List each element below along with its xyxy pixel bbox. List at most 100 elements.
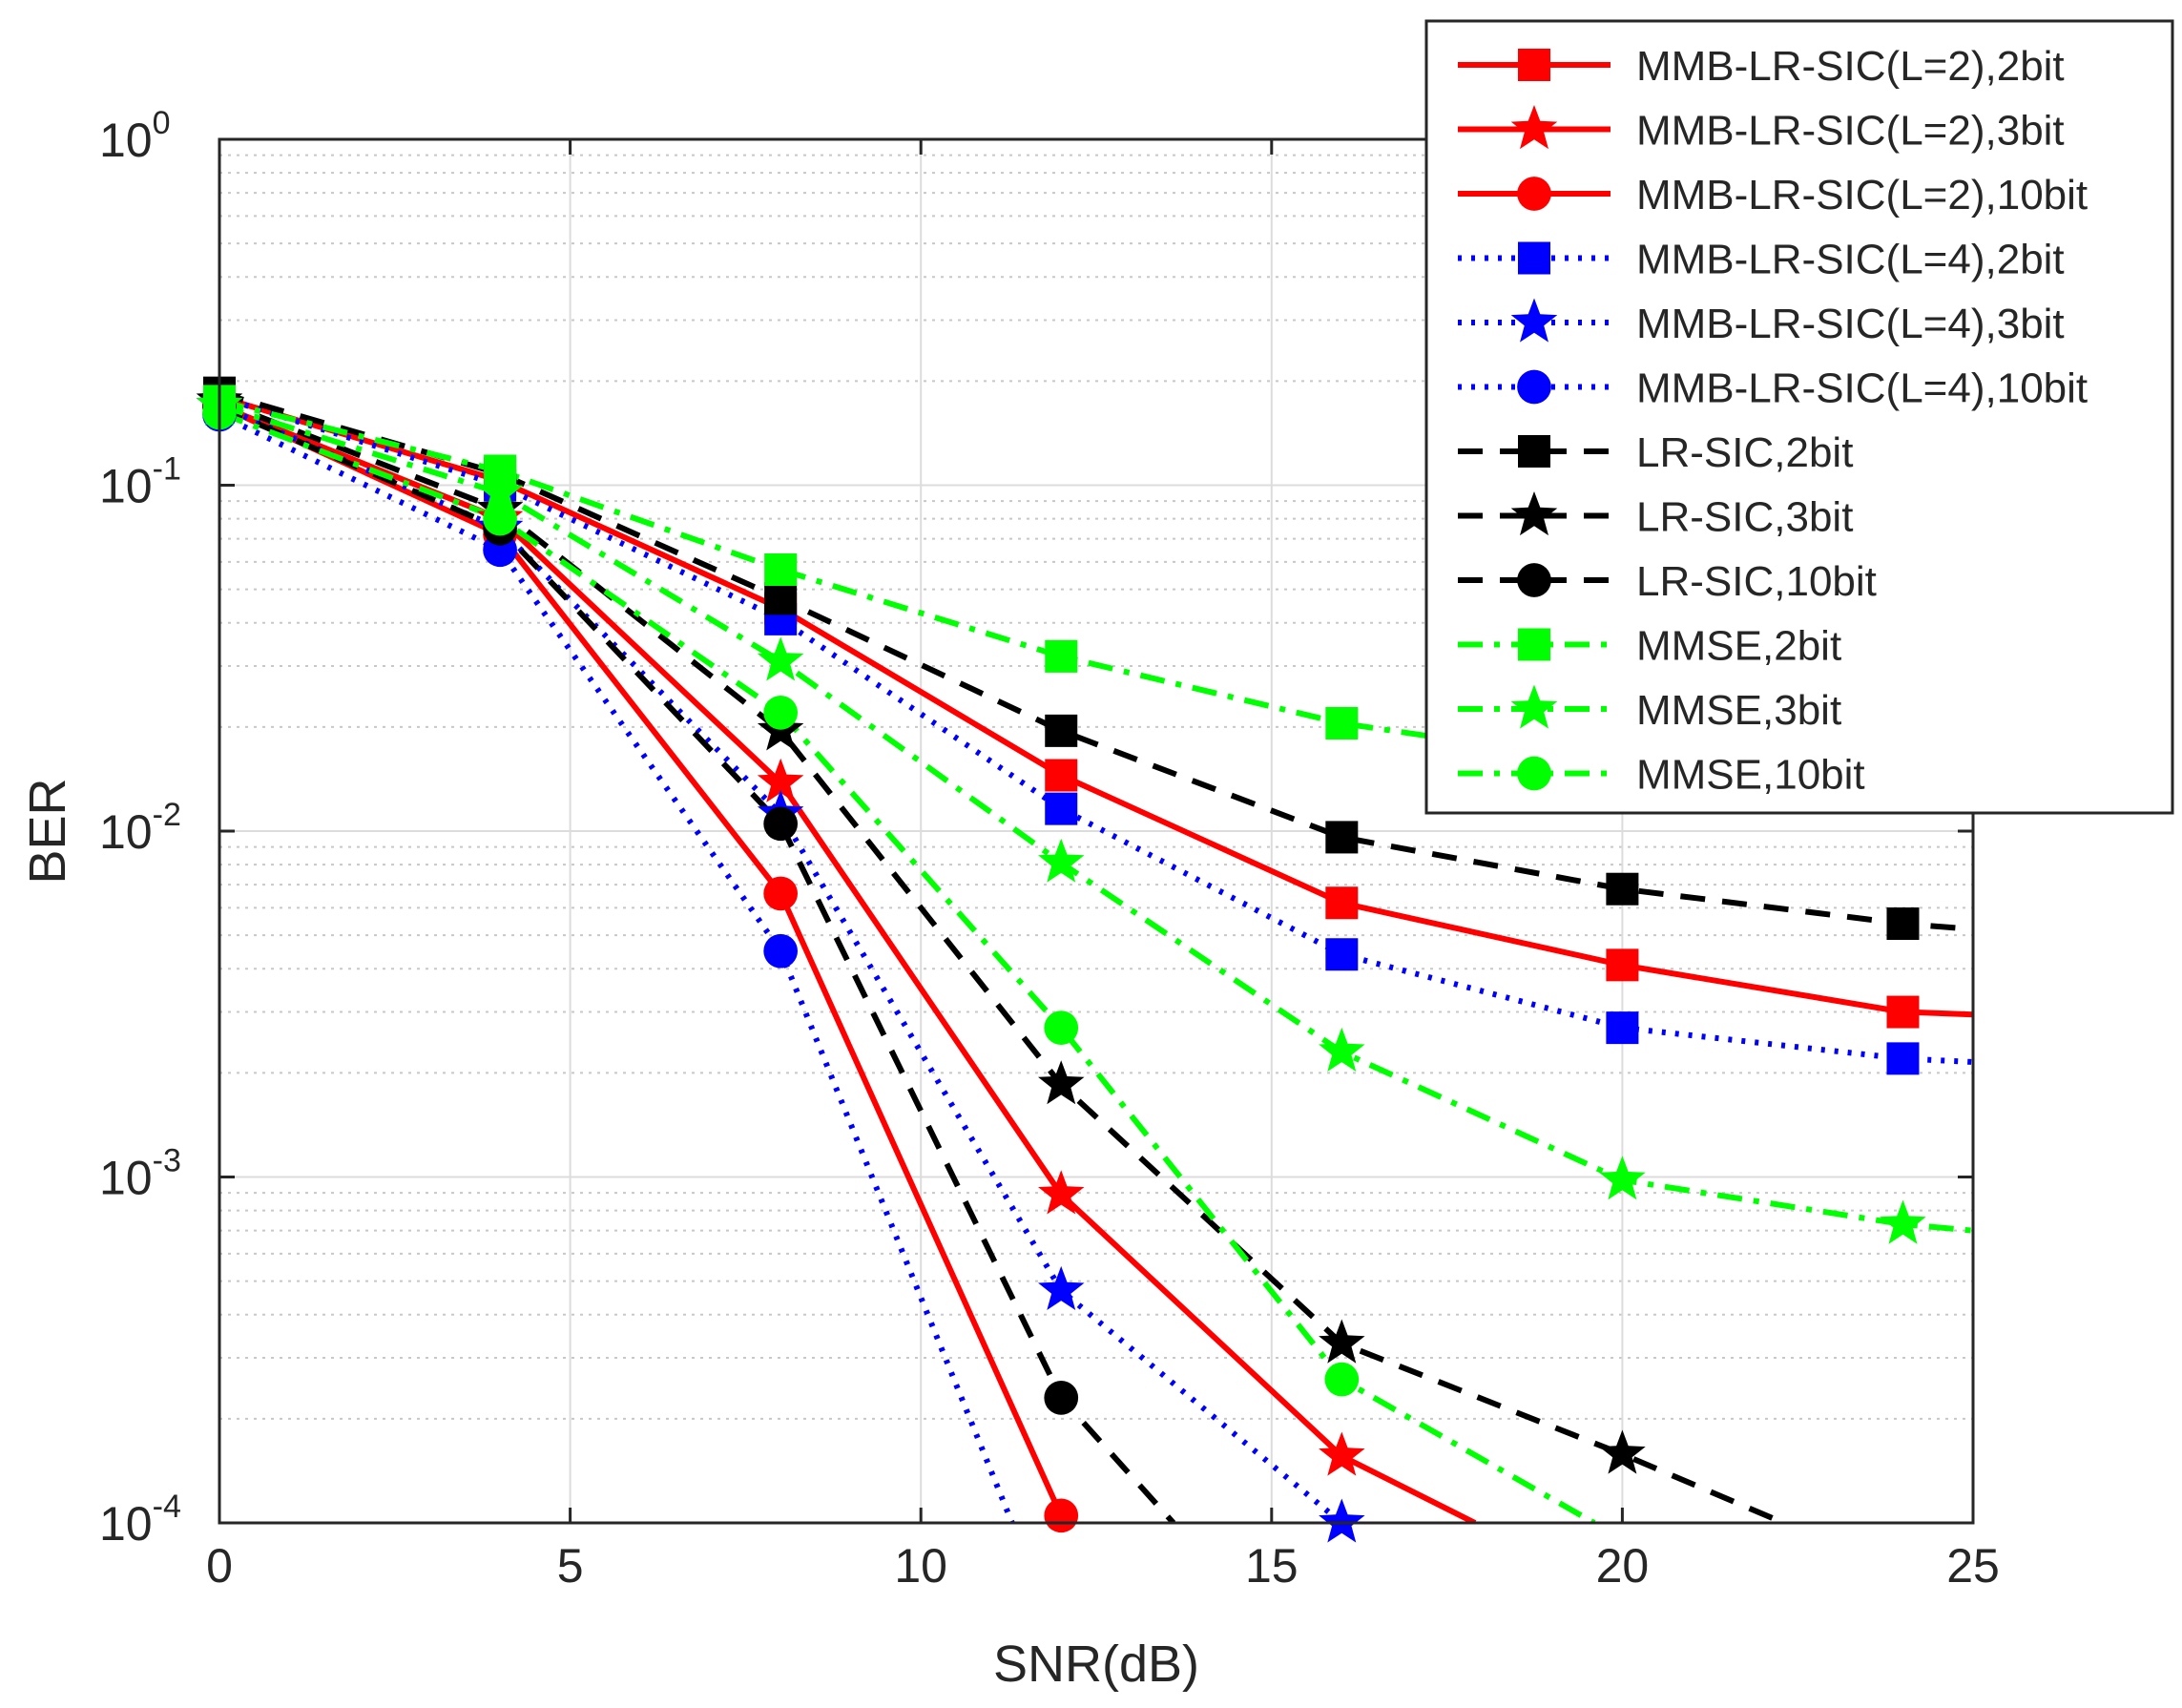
legend-marker <box>1510 298 1558 343</box>
legend-marker <box>1518 435 1550 468</box>
y-tick-base: 10 <box>99 1497 153 1551</box>
legend-label: MMSE,10bit <box>1636 752 1865 799</box>
y-axis-title: BER <box>19 778 76 884</box>
data-point-marker <box>1045 714 1078 747</box>
data-point-marker <box>763 933 799 969</box>
data-point-marker <box>1045 759 1078 792</box>
legend-item: MMSE,2bit <box>1458 623 1841 670</box>
legend-label: MMB-LR-SIC(L=4),2bit <box>1636 237 2065 283</box>
legend-label: MMB-LR-SIC(L=4),10bit <box>1636 365 2088 412</box>
legend-box <box>1424 19 2174 815</box>
data-point-marker <box>763 806 799 842</box>
data-point-marker <box>763 696 799 730</box>
series-line-6 <box>219 389 1973 932</box>
y-tick-exponent: -2 <box>153 797 181 833</box>
x-tick-label: 20 <box>1596 1539 1650 1593</box>
legend-item: MMSE,3bit <box>1458 684 1841 734</box>
data-point-marker <box>1319 1431 1365 1476</box>
legend-marker <box>1510 491 1558 536</box>
x-axis-title: SNR(dB) <box>993 1635 1199 1693</box>
data-point-marker <box>1038 1265 1085 1310</box>
y-tick-base: 10 <box>99 460 153 513</box>
y-tick-exponent: -3 <box>153 1143 181 1179</box>
y-tick-label: 100 <box>99 105 171 167</box>
legend-item: MMSE,10bit <box>1458 752 1865 799</box>
data-point-marker <box>1044 1381 1079 1415</box>
legend-marker <box>1517 177 1551 211</box>
x-tick-label: 10 <box>894 1539 947 1593</box>
x-axis: 0 5 10 15 20 25 <box>206 139 2000 1593</box>
data-point-marker <box>1045 639 1078 673</box>
legend-item: MMB-LR-SIC(L=2),10bit <box>1458 172 2088 219</box>
legend-marker <box>1510 684 1558 729</box>
y-tick-exponent: 0 <box>153 105 171 141</box>
series-markers <box>196 376 1926 1543</box>
y-tick-label: 10-1 <box>99 451 181 513</box>
legend-label: LR-SIC,2bit <box>1636 429 1853 476</box>
series-line-10 <box>219 403 1973 1234</box>
data-point-marker <box>1038 1170 1085 1215</box>
data-point-marker <box>757 636 804 681</box>
y-tick-exponent: -4 <box>153 1489 181 1525</box>
legend-label: MMSE,2bit <box>1636 623 1841 670</box>
legend-item: MMB-LR-SIC(L=2),2bit <box>1458 43 2065 90</box>
series-line-11 <box>219 409 1596 1523</box>
y-tick-label: 10-2 <box>99 797 181 859</box>
data-point-marker <box>1606 948 1639 982</box>
legend-marker <box>1517 563 1551 597</box>
data-point-marker <box>1324 1362 1360 1397</box>
legend-label: LR-SIC,10bit <box>1636 558 1877 605</box>
legend-label: MMB-LR-SIC(L=2),2bit <box>1636 43 2065 90</box>
data-point-marker <box>757 758 804 802</box>
legend-label: MMB-LR-SIC(L=2),10bit <box>1636 172 2088 219</box>
data-point-marker <box>1606 1011 1639 1045</box>
legend: MMB-LR-SIC(L=2),2bit MMB-LR-SIC(L=2),3bit… <box>1424 19 2174 815</box>
y-tick-label: 10-3 <box>99 1143 181 1205</box>
legend-marker <box>1517 369 1551 405</box>
data-point-marker <box>1325 706 1359 739</box>
x-tick-label: 25 <box>1946 1539 2000 1593</box>
series-line-8 <box>219 405 1176 1523</box>
legend-marker <box>1518 628 1550 661</box>
series-line-5 <box>219 411 1015 1523</box>
legend-marker <box>1518 241 1550 275</box>
legend-item: MMB-LR-SIC(L=4),2bit <box>1458 237 2065 283</box>
data-point-marker <box>1319 1027 1365 1072</box>
y-tick-base: 10 <box>99 1152 153 1205</box>
legend-marker <box>1518 49 1550 81</box>
data-point-marker <box>1880 1199 1926 1244</box>
legend-label: MMB-LR-SIC(L=4),3bit <box>1636 301 2065 347</box>
data-point-marker <box>1886 995 1920 1029</box>
data-point-marker <box>483 501 517 536</box>
data-point-marker <box>1038 1060 1085 1105</box>
y-tick-base: 10 <box>99 805 153 859</box>
data-point-marker <box>764 552 798 586</box>
data-point-marker <box>763 876 799 911</box>
data-point-marker <box>1319 1319 1365 1364</box>
data-point-marker <box>1886 1042 1920 1075</box>
series-line-0 <box>219 394 1973 1018</box>
legend-item: MMB-LR-SIC(L=2),3bit <box>1458 105 2065 155</box>
data-point-marker <box>1044 1498 1079 1533</box>
data-point-marker <box>1325 821 1359 854</box>
legend-label: MMB-LR-SIC(L=2),3bit <box>1636 108 2065 155</box>
legend-marker <box>1517 756 1551 791</box>
data-point-marker <box>1044 1010 1079 1045</box>
data-point-marker <box>1606 872 1639 906</box>
series-line-9 <box>219 398 1448 742</box>
legend-label: LR-SIC,3bit <box>1636 494 1853 541</box>
x-tick-label: 15 <box>1245 1539 1299 1593</box>
legend-item: MMB-LR-SIC(L=4),3bit <box>1458 298 2065 347</box>
legend-item: LR-SIC,3bit <box>1458 491 1853 541</box>
series-line-2 <box>219 403 1064 1517</box>
legend-marker <box>1510 105 1558 150</box>
series-line-1 <box>219 403 1477 1523</box>
legend-label: MMSE,3bit <box>1636 687 1841 734</box>
x-tick-label: 5 <box>557 1539 584 1593</box>
legend-item: LR-SIC,10bit <box>1458 558 1877 605</box>
data-point-marker <box>764 582 798 615</box>
data-point-marker <box>1886 907 1920 941</box>
legend-item: LR-SIC,2bit <box>1458 429 1853 476</box>
data-point-marker <box>1038 838 1085 883</box>
